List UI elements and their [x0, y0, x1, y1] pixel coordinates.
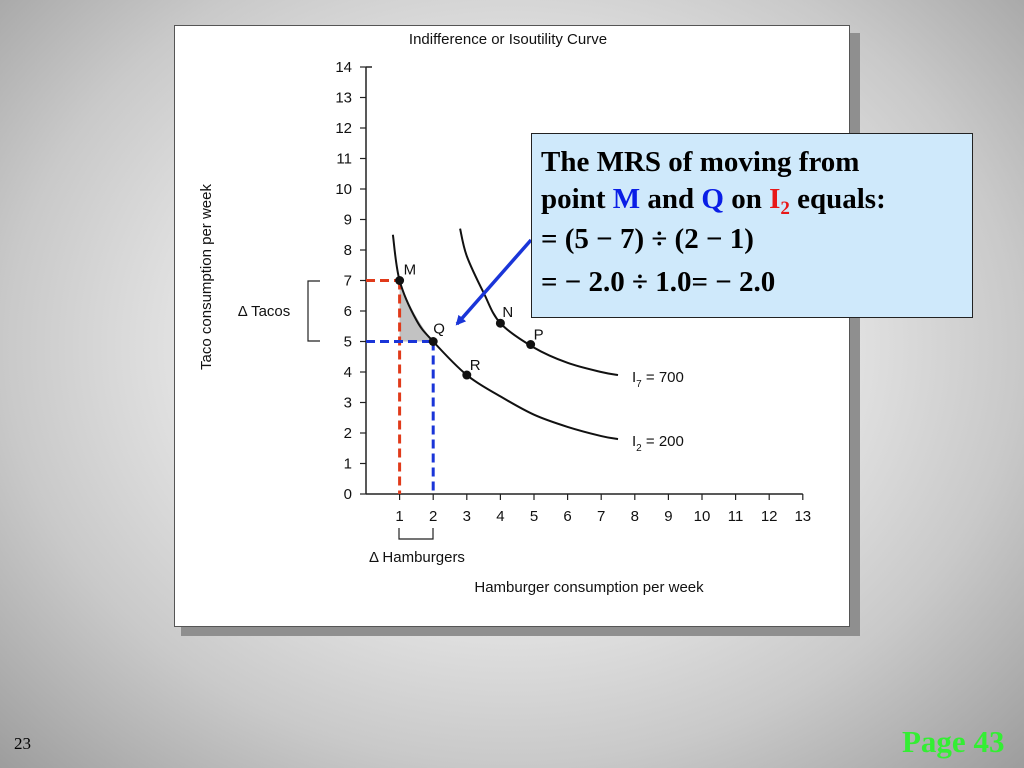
point-label-r: R [470, 357, 481, 374]
point-label-n: N [502, 304, 513, 321]
slide-number: 23 [14, 734, 31, 753]
y-tick-label: 8 [344, 242, 352, 259]
y-tick-label: 1 [344, 456, 352, 473]
point-q [428, 337, 438, 346]
point-m [395, 276, 405, 285]
y-tick-label: 9 [344, 212, 352, 229]
page-label: Page 43 [902, 724, 1005, 759]
y-tick-label: 10 [335, 181, 352, 198]
curve-label-2: I2 = 200 [632, 433, 684, 454]
x-tick-label: 11 [728, 508, 744, 525]
y-tick-label: 5 [344, 334, 352, 351]
mrs-shaded-area [399, 280, 434, 342]
y-tick-label: 13 [335, 90, 352, 107]
indifference-curves: I2 = 200 I7 = 700 [391, 228, 684, 454]
y-tick-label: 3 [344, 395, 352, 412]
callout-point-m: M [612, 183, 641, 215]
figure-panel [174, 25, 850, 627]
callout-arrow [455, 238, 533, 326]
curve-2 [391, 234, 619, 441]
y-tick-label: 2 [344, 425, 352, 442]
x-tick-label: 8 [631, 508, 639, 525]
y-tick-label: 6 [344, 303, 352, 320]
callout-line-2: point M and Q on I2 equals: [541, 183, 886, 219]
point-label-q: Q [433, 321, 445, 338]
callout-line-4: = − 2.0 ÷ 1.0= − 2.0 [541, 266, 776, 298]
curve-7 [459, 228, 619, 377]
point-r [462, 370, 472, 380]
callout-point-q: Q [701, 183, 724, 215]
x-tick-label: 5 [530, 508, 538, 525]
point-label-m: M [404, 262, 417, 279]
y-tick-label: 14 [335, 59, 352, 76]
delta-tacos-label: Δ Tacos [238, 303, 291, 320]
chart-title: Indifference or Isoutility Curve [409, 31, 607, 48]
x-tick-label: 7 [597, 508, 605, 525]
x-tick-label: 1 [395, 508, 403, 525]
x-tick-label: 12 [761, 508, 778, 525]
delta-hamburgers-bracket [398, 528, 434, 540]
mrs-callout: The MRS of moving from point M and Q on … [531, 133, 973, 318]
x-tick-label: 4 [496, 508, 504, 525]
point-p [526, 340, 536, 350]
delta-tacos-bracket [307, 280, 320, 342]
y-axis-title: Taco consumption per week [198, 184, 215, 370]
y-tick-label: 0 [344, 486, 352, 503]
callout-line-1: The MRS of moving from [541, 146, 860, 178]
x-axis-title: Hamburger consumption per week [474, 579, 704, 596]
point-n [495, 318, 505, 328]
callout-line-3: = (5 − 7) ÷ (2 − 1) [541, 223, 754, 255]
dashed-guides [366, 279, 435, 494]
x-tick-label: 6 [563, 508, 571, 525]
point-label-p: P [534, 327, 544, 344]
callout-curve-label: I2 [769, 183, 790, 219]
curve-label-7: I7 = 700 [632, 369, 684, 390]
x-tick-label: 3 [463, 508, 471, 525]
x-tick-label: 10 [694, 508, 711, 525]
y-tick-label: 12 [335, 120, 352, 137]
points: M Q R N P [395, 262, 544, 380]
x-ticks: 1 2 3 4 5 6 7 8 9 10 11 12 13 [395, 494, 811, 525]
y-tick-label: 4 [344, 364, 352, 381]
x-tick-label: 13 [794, 508, 811, 525]
x-tick-label: 9 [664, 508, 672, 525]
y-tick-label: 11 [336, 151, 352, 168]
y-tick-label: 7 [344, 273, 352, 290]
delta-brackets: Δ Tacos Δ Hamburgers [238, 280, 465, 566]
x-tick-label: 2 [429, 508, 437, 525]
delta-hamburgers-label: Δ Hamburgers [369, 549, 465, 566]
